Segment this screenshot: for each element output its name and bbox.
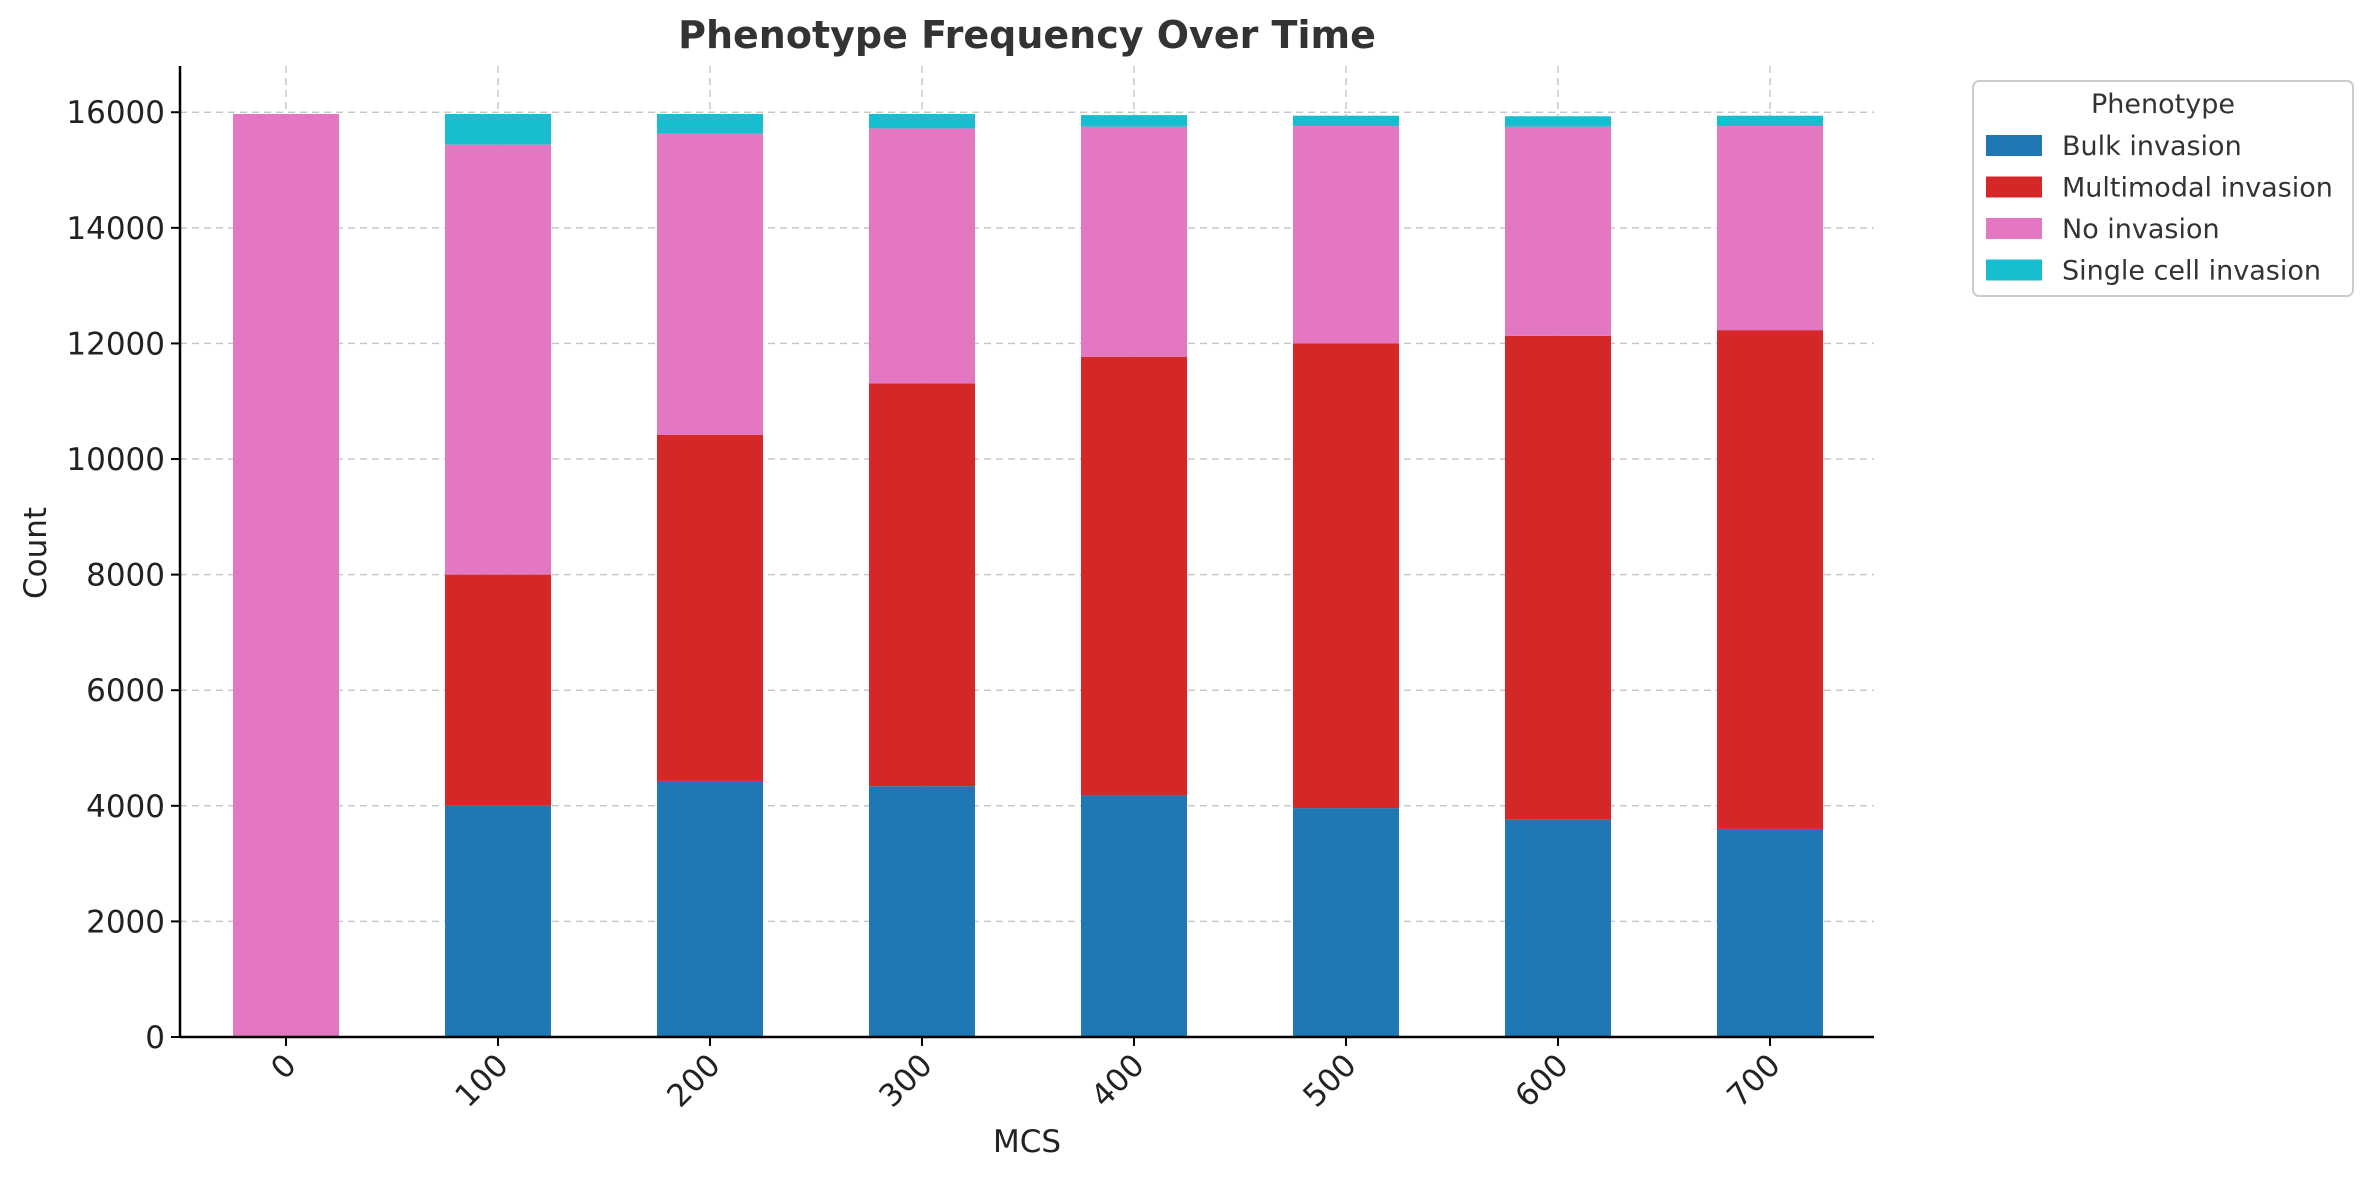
bar-segment-no-invasion bbox=[657, 133, 763, 435]
legend-swatch bbox=[1986, 259, 2042, 281]
y-ticks: 0 2000 4000 6000 8000 10000 12000 14000 16000 bbox=[66, 95, 180, 1056]
chart-title: Phenotype Frequency Over Time bbox=[678, 13, 1376, 57]
y-tick-label: 6000 bbox=[86, 673, 165, 709]
y-tick-label: 10000 bbox=[66, 442, 165, 478]
x-tick-label: 600 bbox=[1508, 1047, 1575, 1114]
y-tick-label: 8000 bbox=[86, 558, 165, 594]
legend-entry-label: Bulk invasion bbox=[2062, 131, 2242, 162]
x-tick-label: 0 bbox=[264, 1047, 303, 1086]
bar-segment-no-invasion bbox=[869, 128, 975, 384]
legend-frame bbox=[1972, 80, 2354, 297]
bar-segment-bulk-invasion bbox=[445, 805, 551, 1037]
y-tick-label: 14000 bbox=[66, 211, 165, 247]
bar-segment-multimodal-invasion bbox=[1717, 330, 1823, 829]
legend-title: Phenotype bbox=[2091, 89, 2235, 120]
bar-segment-multimodal-invasion bbox=[1505, 335, 1611, 820]
bar-segment-single-cell-invasion bbox=[869, 113, 975, 129]
y-tick-label: 4000 bbox=[86, 789, 165, 825]
bar-segment-no-invasion bbox=[1717, 126, 1823, 331]
x-axis-label: MCS bbox=[993, 1124, 1061, 1160]
bar-segment-no-invasion bbox=[233, 113, 339, 1037]
legend-entry-label: Multimodal invasion bbox=[2062, 173, 2333, 204]
y-axis-label: Count bbox=[18, 507, 54, 599]
bar-segment-single-cell-invasion bbox=[445, 113, 551, 145]
legend: Phenotype Bulk invasion Multimodal invasi… bbox=[1972, 80, 2354, 297]
legend-items: Bulk invasion Multimodal invasion No invas… bbox=[1986, 131, 2333, 287]
bar-segment-no-invasion bbox=[1505, 126, 1611, 336]
x-tick-label: 300 bbox=[872, 1047, 939, 1114]
bar-segment-bulk-invasion bbox=[869, 786, 975, 1037]
grid-lines bbox=[180, 66, 1874, 1038]
x-tick-label: 500 bbox=[1296, 1047, 1363, 1114]
bars bbox=[233, 113, 1823, 1037]
bar-segment-multimodal-invasion bbox=[657, 434, 763, 781]
bar-segment-single-cell-invasion bbox=[1717, 115, 1823, 127]
bar-segment-bulk-invasion bbox=[657, 780, 763, 1037]
y-tick-label: 0 bbox=[145, 1020, 165, 1056]
legend-entry-label: No invasion bbox=[2062, 214, 2220, 245]
bar-segment-multimodal-invasion bbox=[869, 383, 975, 787]
bar-segment-single-cell-invasion bbox=[1081, 115, 1187, 127]
bar-segment-bulk-invasion bbox=[1293, 808, 1399, 1037]
x-tick-label: 200 bbox=[660, 1047, 727, 1114]
bar-segment-single-cell-invasion bbox=[1293, 115, 1399, 127]
y-tick-label: 16000 bbox=[66, 95, 165, 131]
bar-segment-multimodal-invasion bbox=[1293, 343, 1399, 809]
x-tick-label: 100 bbox=[448, 1047, 515, 1114]
bar-segment-no-invasion bbox=[1293, 126, 1399, 344]
legend-swatch bbox=[1986, 218, 2042, 239]
bar-segment-no-invasion bbox=[1081, 126, 1187, 357]
bar-segment-bulk-invasion bbox=[1505, 819, 1611, 1037]
bar-segment-bulk-invasion bbox=[1081, 795, 1187, 1037]
bar-segment-no-invasion bbox=[445, 144, 551, 575]
legend-swatch bbox=[1986, 135, 2042, 156]
y-tick-label: 12000 bbox=[66, 326, 165, 362]
bar-segment-bulk-invasion bbox=[1717, 828, 1823, 1037]
bar-segment-multimodal-invasion bbox=[1081, 356, 1187, 796]
y-tick-label: 2000 bbox=[86, 904, 165, 940]
legend-swatch bbox=[1986, 176, 2042, 198]
x-tick-label: 400 bbox=[1084, 1047, 1151, 1114]
legend-entry-label: Single cell invasion bbox=[2062, 256, 2321, 287]
bar-segment-multimodal-invasion bbox=[445, 574, 551, 806]
bar-segment-single-cell-invasion bbox=[1505, 116, 1611, 127]
x-ticks: 0 100 200 300 400 500 600 700 bbox=[264, 1037, 1788, 1114]
bar-segment-single-cell-invasion bbox=[657, 113, 763, 134]
axes bbox=[178, 66, 1874, 1039]
x-tick-label: 700 bbox=[1720, 1047, 1787, 1114]
